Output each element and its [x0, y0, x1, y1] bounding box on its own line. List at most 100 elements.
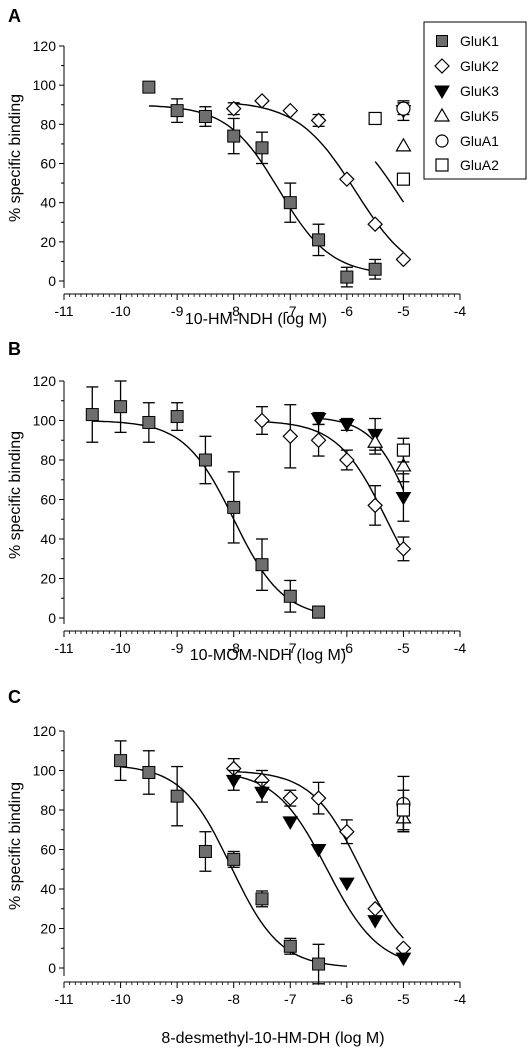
panel-a-plot: 0 20 40 60 80 100 120 -11 -10 -9 -8 -7 -6 -5 -4: [33, 38, 467, 319]
panel-a-ytick-label: 60: [40, 156, 56, 172]
legend-entry-gluk2: GluK2: [434, 58, 499, 74]
panel-a-ytick-label: 120: [33, 38, 57, 54]
panel-b-ytick-label: 100: [33, 413, 57, 429]
legend-marker-gluk3: [434, 85, 450, 99]
panel-a-xtick-label: -5: [397, 303, 410, 319]
panel-b-point-gluk1: [283, 589, 297, 603]
panel-b-ylabel: % specific binding: [7, 431, 24, 559]
panel-a-xlabel: 10-HM-NDH (log M): [185, 311, 327, 328]
panel-a-series-gluk5: [395, 137, 412, 152]
panel-a-point-gluk1: [312, 233, 326, 247]
panel-c-point-gluk1: [114, 754, 128, 768]
panel-a-point-glua2: [368, 111, 382, 126]
panel-letter-c: C: [8, 687, 21, 707]
panel-c-plot: 0 20 40 60 80 100 120 -11 -10 -9 -8 -7 -6 -5 -4: [33, 723, 467, 1007]
panel-b-ytick-label: 0: [48, 610, 56, 626]
panel-b-ytick-label: 80: [40, 452, 56, 468]
panel-a-point-gluk1: [283, 196, 297, 210]
legend-label-gluk3: GluK3: [460, 83, 499, 99]
panel-b-ytick-label: 60: [40, 492, 56, 508]
legend-label-glua2: GluA2: [460, 157, 499, 173]
panel-b-point-gluk2: [395, 541, 412, 557]
panel-b-point-gluk3: [338, 418, 355, 433]
panel-b-point-gluk2: [254, 412, 270, 429]
panel-c-point-gluk2: [339, 823, 355, 840]
panel-a-point-gluk1: [255, 141, 269, 155]
panel-a-point-gluk1: [170, 104, 184, 118]
panel-b-series-gluk3: [310, 411, 412, 522]
panel-a-xtick-label: -8: [227, 303, 240, 319]
legend: GluK1 GluK2 GluK3 GluK5 GluA1 GluA2: [423, 21, 527, 180]
panel-b-point-gluk1: [198, 453, 212, 467]
panel-b-point-gluk1: [227, 500, 241, 514]
panel-b-xtick-label: -10: [110, 640, 130, 656]
panel-c-point-gluk1: [283, 939, 297, 953]
panel-b-series-gluk1: [85, 380, 326, 619]
panel-b-xlabel: 10-MOM-NDH (log M): [190, 647, 346, 664]
legend-marker-gluk5: [433, 107, 451, 122]
panel-c-point-gluk3: [225, 774, 242, 789]
panel-c-ytick-label: 80: [40, 802, 56, 818]
legend-label-glua1: GluA1: [460, 133, 499, 149]
legend-label-gluk2: GluK2: [460, 58, 499, 74]
panel-c-ytick-label: 0: [48, 960, 56, 976]
panel-b-ytick-label: 20: [40, 571, 56, 587]
panel-b-point-gluk1: [255, 558, 269, 572]
panel-c-point-gluk1: [170, 789, 184, 803]
panel-b-point-gluk1: [114, 400, 128, 414]
panel-b-point-gluk1: [142, 415, 156, 429]
panel-b-plot: 0 20 40 60 80 100 120 -11 -10 -9 -8 -7 -6 -5 -4: [33, 373, 467, 656]
panel-a-series-glua2: [368, 111, 411, 186]
legend-marker-gluk1: [436, 35, 448, 47]
panel-b-point-gluk1: [312, 605, 326, 619]
panel-b: B % specific binding 10-MOM-NDH (log M) …: [7, 339, 466, 664]
panel-c-point-gluk3: [282, 816, 299, 830]
legend-marker-glua2: [435, 158, 449, 172]
panel-c-point-glua2: [396, 803, 411, 817]
legend-label-gluk5: GluK5: [460, 108, 499, 124]
panel-c-point-gluk3: [367, 915, 384, 929]
panel-a-axes: 0 20 40 60 80 100 120 -11 -10 -9 -8 -7 -6 -5 -4: [33, 38, 467, 319]
panel-c-fit-gluk1: [120, 766, 347, 967]
panel-b-xtick-label: -5: [397, 640, 410, 656]
legend-marker-glua1: [435, 134, 449, 148]
legend-entry-gluk5: GluK5: [433, 107, 499, 124]
panel-a-xtick-label: -4: [454, 303, 467, 319]
panel-a-ytick-label: 0: [48, 273, 56, 289]
panel-a-ytick-label: 40: [40, 195, 56, 211]
panel-c-xtick-label: -5: [397, 991, 410, 1007]
legend-entry-glua1: GluA1: [435, 133, 499, 149]
legend-frame: [423, 21, 527, 180]
panel-a-point-gluk2: [367, 216, 383, 233]
panel-a-xtick-label: -11: [54, 303, 73, 319]
panel-a-ylabel: % specific binding: [7, 94, 24, 222]
panel-b-point-gluk2: [310, 432, 327, 449]
panel-a-ytick-label: 80: [40, 116, 56, 132]
panel-c-point-gluk2: [310, 790, 327, 806]
panel-c-ylabel: % specific binding: [7, 782, 24, 910]
panel-c-xlabel: 8-desmethyl-10-HM-DH (log M): [161, 1030, 384, 1047]
panel-b-series-gluk2: [254, 404, 412, 562]
panel-c-point-gluk1: [198, 844, 212, 858]
panel-a-xtick-label: -7: [284, 303, 297, 319]
panel-c: C % specific binding 8-desmethyl-10-HM-D…: [7, 687, 466, 1047]
panel-c-xtick-label: -4: [454, 991, 467, 1007]
panel-b-point-gluk3: [310, 413, 327, 427]
panel-c-ytick-label: 120: [33, 723, 57, 739]
panel-b-point-gluk2: [339, 452, 355, 468]
panel-c-point-gluk1: [227, 852, 241, 866]
panel-a-point-gluk1: [227, 129, 241, 143]
panel-a-xtick-label: -9: [171, 303, 184, 319]
panel-c-series-glua2: [396, 789, 411, 831]
legend-entry-gluk3: GluK3: [434, 83, 499, 99]
panel-a-point-gluk2: [395, 251, 412, 268]
panel-b-point-gluk2: [282, 428, 299, 445]
panel-b-series-glua2: [396, 437, 411, 463]
panel-b-point-gluk1: [85, 408, 99, 422]
panel-c-point-gluk1: [312, 957, 326, 971]
panel-c-xtick-label: -11: [54, 991, 73, 1007]
panel-c-series-gluk1: [114, 740, 326, 985]
panel-c-xtick-label: -9: [171, 991, 184, 1007]
panel-a-point-gluk2: [254, 92, 270, 109]
